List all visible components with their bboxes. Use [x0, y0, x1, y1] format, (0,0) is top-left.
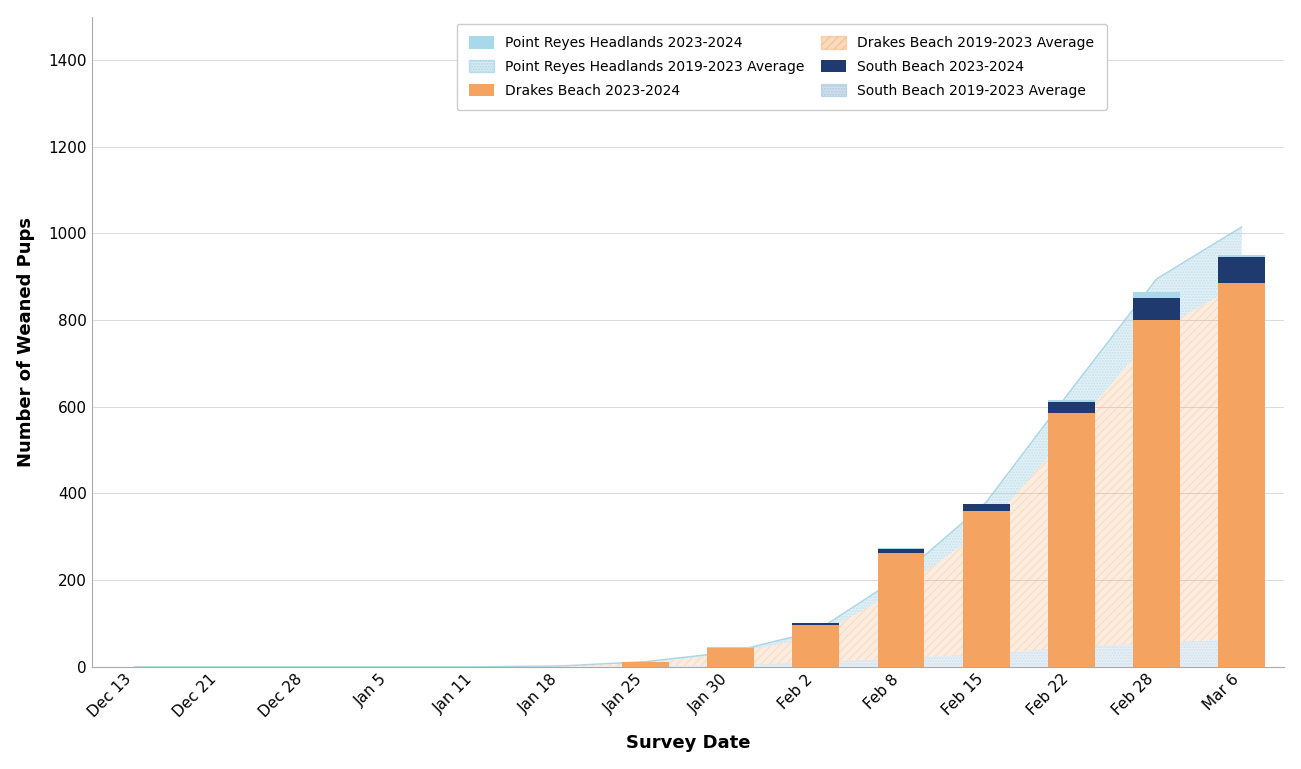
Bar [1133, 320, 1180, 667]
Bar [963, 511, 1010, 667]
Bar [1049, 413, 1095, 667]
Bar [878, 553, 925, 667]
Bar [1049, 402, 1095, 413]
Bar [1218, 257, 1265, 283]
Bar [622, 662, 669, 667]
Bar [1218, 255, 1265, 257]
Bar [1133, 298, 1180, 320]
Legend: Point Reyes Headlands 2023-2024, Point Reyes Headlands 2019-2023 Average, Drakes: Point Reyes Headlands 2023-2024, Point R… [457, 24, 1107, 110]
Bar [1133, 292, 1180, 298]
X-axis label: Survey Date: Survey Date [626, 734, 751, 752]
Bar [1049, 400, 1095, 402]
Bar [1218, 283, 1265, 667]
Bar [963, 504, 1010, 511]
Bar [708, 648, 755, 667]
Bar [878, 549, 925, 553]
Y-axis label: Number of Weaned Pups: Number of Weaned Pups [17, 217, 35, 467]
Bar [792, 624, 839, 667]
Bar [878, 548, 925, 549]
